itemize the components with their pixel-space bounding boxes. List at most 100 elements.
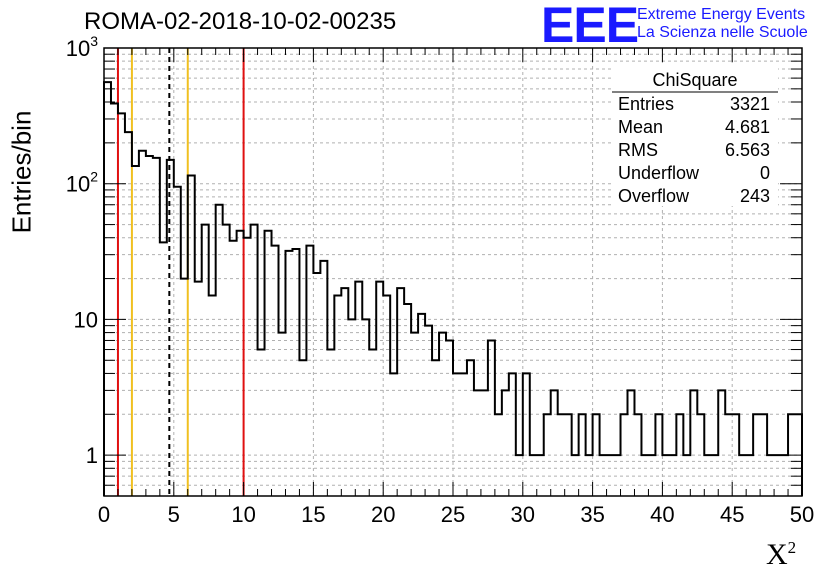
- histogram-bin: [453, 373, 460, 496]
- histogram-bin: [411, 333, 418, 496]
- y-tick-label: 103: [66, 33, 98, 61]
- histogram-bin: [753, 414, 760, 496]
- y-tick-label: 10: [74, 307, 98, 332]
- stats-row-label: Underflow: [618, 163, 700, 183]
- histogram-bin: [216, 205, 223, 496]
- x-tick-label: 10: [231, 502, 255, 527]
- histogram-bin: [565, 414, 572, 496]
- histogram-bin: [725, 414, 732, 496]
- stats-row-label: RMS: [618, 140, 658, 160]
- logo-line-2: La Scienza nelle Scuole: [637, 24, 808, 41]
- histogram-bin: [181, 279, 188, 496]
- histogram-bin: [781, 455, 788, 496]
- stats-row-value: 6.563: [725, 140, 770, 160]
- y-tick-label: 102: [66, 169, 98, 197]
- axis-ticks: [103, 47, 803, 497]
- histogram-bin: [509, 373, 516, 496]
- histogram-bin: [188, 175, 195, 496]
- histogram-bin: [404, 304, 411, 496]
- stats-box-bg: [612, 66, 778, 206]
- histogram-bin: [355, 282, 362, 496]
- x-tick-label: 35: [580, 502, 604, 527]
- histogram-bin: [153, 158, 160, 496]
- histogram-bin: [467, 360, 474, 496]
- histogram-bin: [195, 282, 202, 496]
- histogram-outline: [103, 81, 803, 496]
- histogram-bin: [341, 288, 348, 496]
- logo-line-1: Extreme Energy Events: [637, 6, 806, 23]
- histogram-bin: [641, 455, 648, 496]
- histogram-bin: [348, 319, 355, 496]
- x-tick-label: 50: [790, 502, 814, 527]
- histogram-bin: [746, 455, 753, 496]
- histogram-bin: [711, 455, 718, 496]
- histogram-bin: [376, 282, 383, 496]
- histogram-bin: [662, 455, 669, 496]
- histogram-bin: [146, 156, 153, 496]
- histogram: [103, 81, 803, 496]
- stats-row-label: Overflow: [618, 186, 690, 206]
- histogram-bin: [586, 455, 593, 496]
- x-tick-label: 45: [720, 502, 744, 527]
- histogram-bin: [306, 246, 313, 496]
- histogram-bin: [690, 390, 697, 496]
- histogram-bin: [174, 187, 181, 496]
- x-tick-label: 20: [371, 502, 395, 527]
- histogram-bin: [669, 455, 676, 496]
- histogram-bin: [607, 455, 614, 496]
- histogram-bin: [593, 414, 600, 496]
- histogram-bin: [202, 225, 209, 496]
- histogram-bin: [551, 390, 558, 496]
- chart-title: ROMA-02-2018-10-02-00235: [84, 8, 397, 35]
- histogram-bin: [279, 333, 286, 496]
- histogram-bin: [544, 414, 551, 496]
- histogram-bin: [125, 132, 132, 496]
- stats-row-value: 4.681: [725, 117, 770, 137]
- histogram-bin: [732, 414, 739, 496]
- histogram-bin: [265, 231, 272, 496]
- histogram-bin: [683, 455, 690, 496]
- histogram-bin: [327, 350, 334, 496]
- marker-lines: [116, 48, 245, 496]
- histogram-bin: [390, 373, 397, 496]
- histogram-bin: [313, 273, 320, 496]
- histogram-bin: [397, 288, 404, 496]
- histogram-bin: [474, 390, 481, 496]
- histogram-bin: [767, 455, 774, 496]
- stats-box-name: ChiSquare: [652, 70, 737, 90]
- histogram-bin: [634, 414, 641, 496]
- x-tick-label: 5: [168, 502, 180, 527]
- histogram-bin: [237, 231, 244, 496]
- x-axis-label: X2: [766, 538, 797, 571]
- histogram-bin: [628, 390, 635, 496]
- stats-row-label: Mean: [618, 117, 663, 137]
- histogram-bin: [600, 455, 607, 496]
- histogram-bin: [118, 113, 125, 496]
- histogram-bin: [167, 160, 174, 496]
- eee-logo: EEE: [541, 0, 639, 53]
- stats-box: ChiSquare Entries 3321 Mean 4.681 RMS 6.563 Und…: [612, 66, 778, 206]
- histogram-bin: [655, 414, 662, 496]
- histogram-bin: [523, 373, 530, 496]
- histogram-bin: [272, 246, 279, 496]
- histogram-bin: [572, 455, 579, 496]
- histogram-bin: [760, 414, 767, 496]
- histogram-bin: [432, 360, 439, 496]
- x-tick-label: 40: [650, 502, 674, 527]
- histogram-bin: [537, 455, 544, 496]
- histogram-bin: [209, 296, 216, 496]
- histogram-bin: [488, 340, 495, 496]
- y-tick-label: 1: [86, 443, 98, 468]
- histogram-bin: [704, 455, 711, 496]
- histogram-bin: [425, 326, 432, 496]
- x-tick-label: 15: [301, 502, 325, 527]
- histogram-bin: [418, 314, 425, 496]
- histogram-bin: [230, 241, 237, 496]
- stats-row-value: 243: [740, 186, 770, 206]
- histogram-bin: [334, 296, 341, 496]
- histogram-bin: [495, 414, 502, 496]
- histogram-bin: [223, 225, 230, 496]
- x-tick-label: 25: [441, 502, 465, 527]
- histogram-bin: [460, 373, 467, 496]
